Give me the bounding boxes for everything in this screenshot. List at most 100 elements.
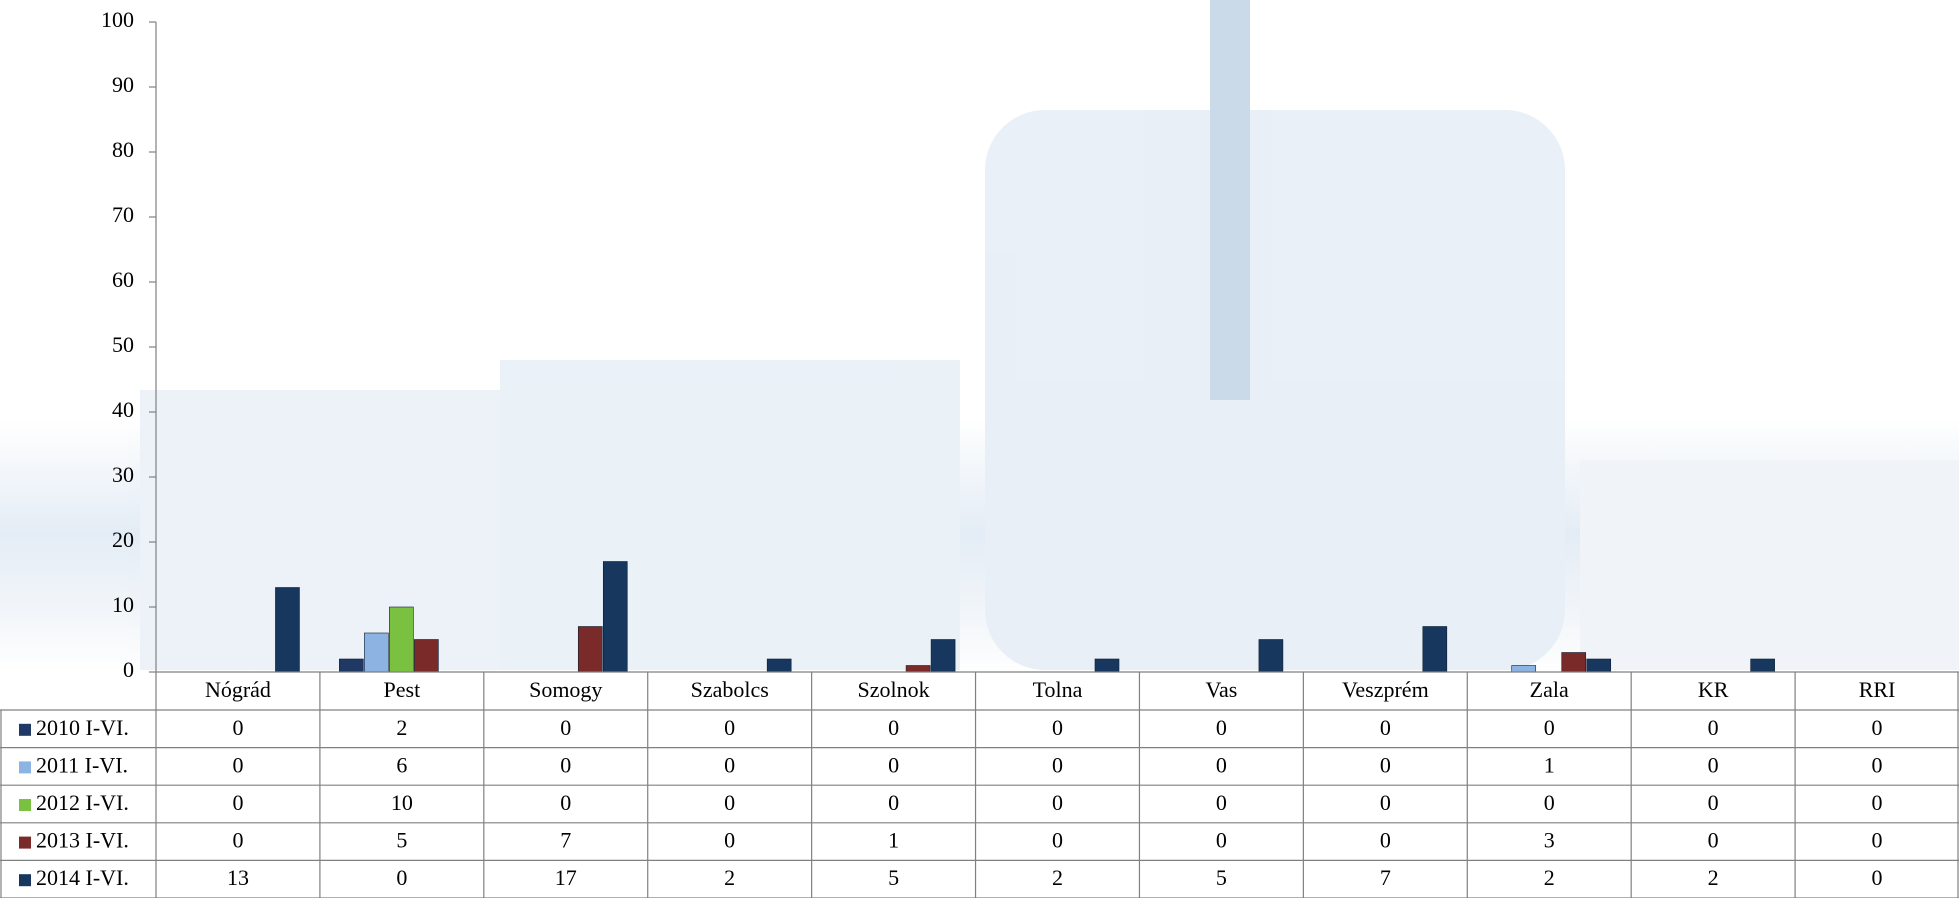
table-value: 0 xyxy=(1544,715,1555,740)
bar xyxy=(1094,658,1120,673)
table-value: 0 xyxy=(1872,715,1883,740)
table-value: 0 xyxy=(560,715,571,740)
table-value: 0 xyxy=(1872,828,1883,853)
table-value: 0 xyxy=(232,752,243,777)
x-tick-label: Nógrád xyxy=(205,677,271,702)
bar xyxy=(414,639,439,673)
bar xyxy=(1511,665,1537,673)
table-value: 7 xyxy=(1380,865,1391,890)
legend-label: 2010 I-VI. xyxy=(36,715,129,740)
bar xyxy=(766,658,792,673)
legend-label: 2013 I-VI. xyxy=(36,828,129,853)
y-tick-label: 100 xyxy=(101,7,134,32)
table-value: 7 xyxy=(560,828,571,853)
bar xyxy=(1258,639,1284,673)
table-value: 0 xyxy=(1708,828,1719,853)
table-value: 2 xyxy=(1544,865,1555,890)
legend-label: 2011 I-VI. xyxy=(36,752,128,777)
table-value: 0 xyxy=(1708,715,1719,740)
x-tick-label: KR xyxy=(1698,677,1729,702)
table-value: 0 xyxy=(888,752,899,777)
legend-key xyxy=(19,723,31,736)
legend-label: 2014 I-VI. xyxy=(36,865,129,890)
table-value: 0 xyxy=(1380,828,1391,853)
table-value: 0 xyxy=(1052,828,1063,853)
table-value: 0 xyxy=(1708,790,1719,815)
bar xyxy=(930,639,956,673)
x-tick-label: Zala xyxy=(1530,677,1569,702)
bar xyxy=(1586,658,1612,673)
legend-key xyxy=(19,799,31,811)
table-value: 0 xyxy=(1052,715,1063,740)
x-tick-label: Pest xyxy=(384,677,421,702)
table-value: 0 xyxy=(1216,752,1227,777)
y-tick-label: 60 xyxy=(112,267,134,292)
x-tick-label: Szolnok xyxy=(858,677,930,702)
table-value: 0 xyxy=(396,865,407,890)
table-value: 0 xyxy=(888,715,899,740)
table-value: 0 xyxy=(1872,752,1883,777)
table-value: 6 xyxy=(396,752,407,777)
table-value: 0 xyxy=(724,715,735,740)
table-value: 17 xyxy=(555,865,577,890)
y-tick-label: 50 xyxy=(112,332,134,357)
y-tick-label: 90 xyxy=(112,72,134,97)
y-tick-label: 0 xyxy=(123,657,134,682)
y-tick-label: 30 xyxy=(112,462,134,487)
table-value: 2 xyxy=(1708,865,1719,890)
bar xyxy=(905,665,931,673)
table-value: 5 xyxy=(396,828,407,853)
legend-key xyxy=(19,761,31,774)
table-value: 0 xyxy=(1216,828,1227,853)
table-value: 0 xyxy=(1708,752,1719,777)
bar xyxy=(577,626,603,673)
bar xyxy=(364,632,389,673)
bar xyxy=(1422,626,1448,673)
legend-key xyxy=(19,836,31,849)
table-value: 0 xyxy=(1380,715,1391,740)
table-value: 0 xyxy=(560,790,571,815)
bar xyxy=(1750,658,1775,673)
bar xyxy=(389,606,414,673)
y-tick-label: 70 xyxy=(112,202,134,227)
table-value: 0 xyxy=(1216,715,1227,740)
y-tick-label: 80 xyxy=(112,137,134,162)
table-value: 13 xyxy=(227,865,249,890)
bar xyxy=(1561,652,1587,673)
table-value: 0 xyxy=(1544,790,1555,815)
y-tick-label: 20 xyxy=(112,527,134,552)
table-value: 0 xyxy=(724,790,735,815)
table-value: 1 xyxy=(1544,752,1555,777)
bar xyxy=(339,658,364,673)
table-value: 0 xyxy=(1872,790,1883,815)
table-value: 0 xyxy=(232,828,243,853)
table-value: 0 xyxy=(888,790,899,815)
table-value: 2 xyxy=(724,865,735,890)
background-building xyxy=(0,0,1959,672)
table-value: 0 xyxy=(1380,790,1391,815)
table-value: 0 xyxy=(232,715,243,740)
table-value: 3 xyxy=(1544,828,1555,853)
table-value: 10 xyxy=(391,790,413,815)
legend-label: 2012 I-VI. xyxy=(36,790,129,815)
table-value: 0 xyxy=(1052,790,1063,815)
x-tick-label: Veszprém xyxy=(1342,677,1429,702)
table-value: 0 xyxy=(724,828,735,853)
x-tick-label: Somogy xyxy=(529,677,602,702)
x-tick-label: Vas xyxy=(1206,677,1238,702)
table-value: 5 xyxy=(888,865,899,890)
table-value: 0 xyxy=(560,752,571,777)
table-value: 0 xyxy=(1872,865,1883,890)
table-value: 0 xyxy=(1216,790,1227,815)
x-tick-label: Tolna xyxy=(1033,677,1083,702)
table-value: 2 xyxy=(396,715,407,740)
bar xyxy=(275,587,300,673)
table-value: 0 xyxy=(232,790,243,815)
legend-key xyxy=(19,874,31,887)
y-tick-label: 10 xyxy=(112,592,134,617)
table-value: 0 xyxy=(1052,752,1063,777)
x-tick-label: RRI xyxy=(1859,677,1896,702)
table-value: 2 xyxy=(1052,865,1063,890)
table-value: 0 xyxy=(1380,752,1391,777)
